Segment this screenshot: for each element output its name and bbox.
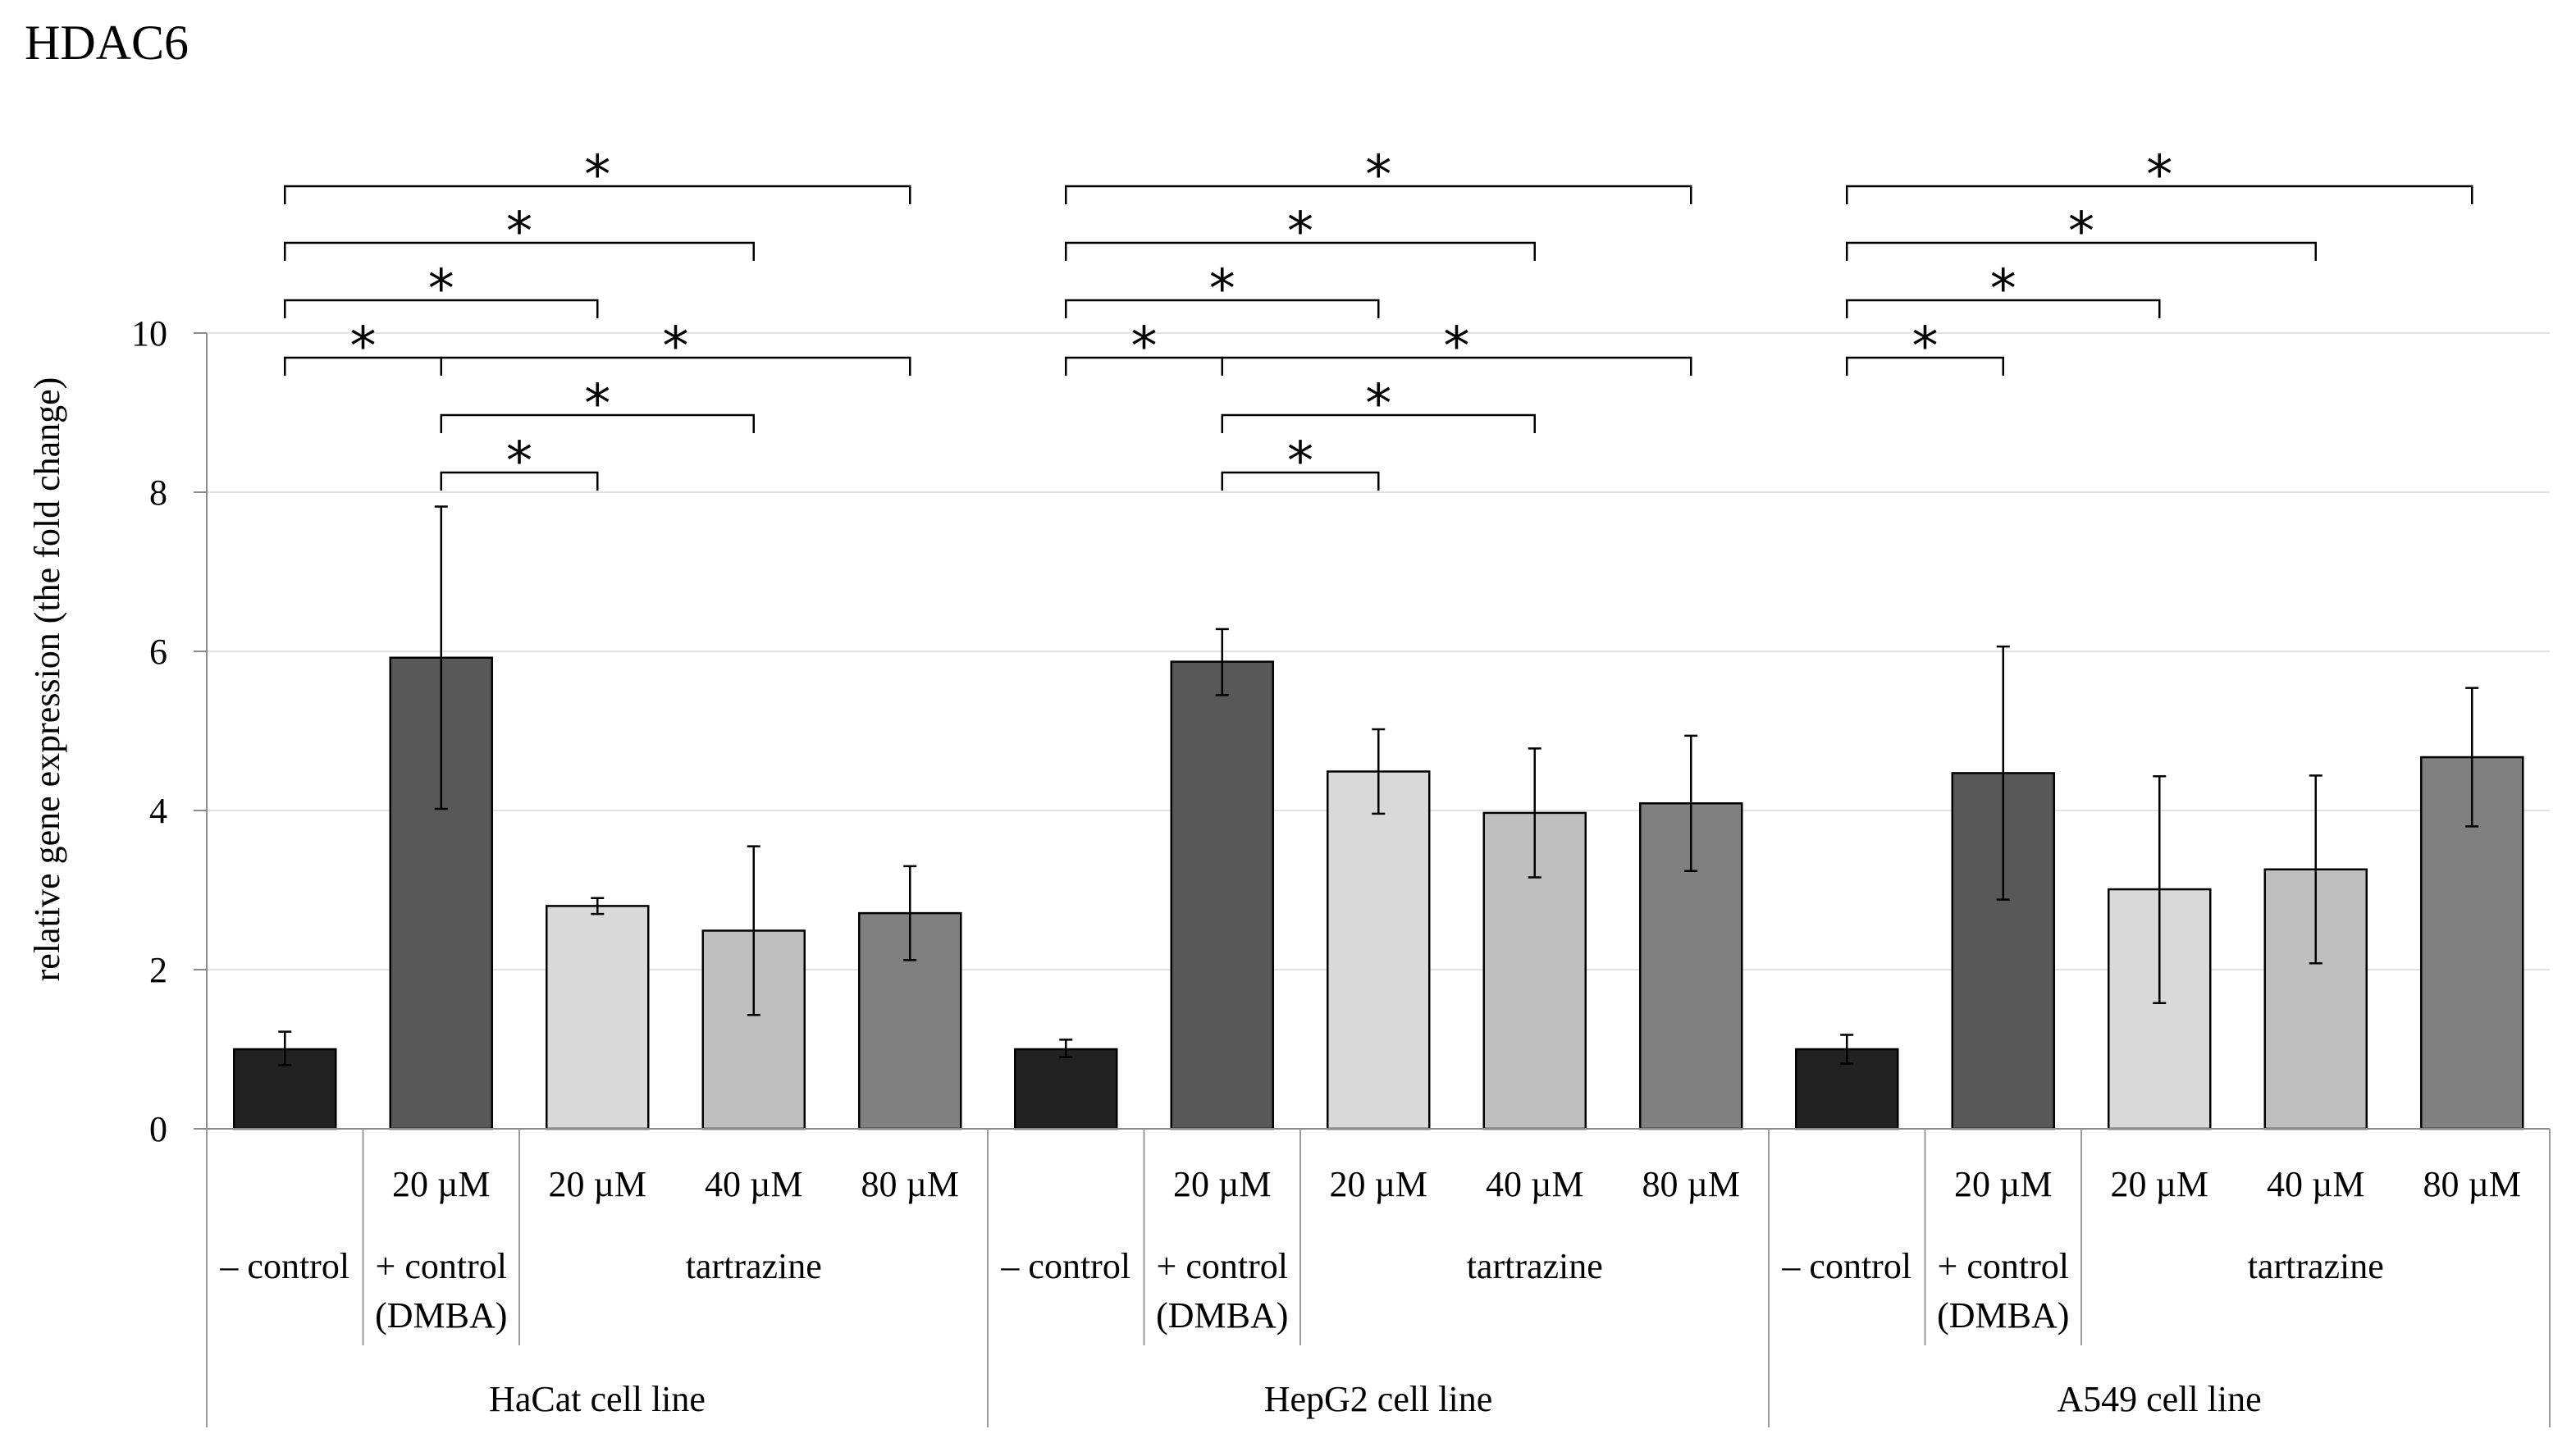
significance-star: *: [1444, 317, 1470, 377]
significance-star: *: [1209, 259, 1235, 320]
bar: [546, 905, 650, 1130]
significance-star: *: [506, 431, 532, 492]
significance-star: *: [1287, 431, 1313, 492]
y-tick-label: 10: [131, 313, 167, 354]
bar: [1327, 770, 1431, 1130]
chart-title: HDAC6: [25, 16, 189, 70]
bar: [1014, 1048, 1118, 1130]
dose-label: 20 µM: [1954, 1164, 2052, 1204]
pos-control-label: + control: [1938, 1246, 2069, 1286]
significance-bracket: [284, 185, 911, 204]
neg-control-label: – control: [1781, 1246, 1911, 1286]
significance-star: *: [663, 317, 689, 377]
significance-star: *: [1990, 259, 2016, 320]
y-tick-label: 4: [149, 791, 167, 831]
pos-control-sublabel: (DMBA): [1937, 1295, 2069, 1336]
significance-bracket: [284, 299, 599, 318]
dose-label: 80 µM: [861, 1164, 959, 1204]
significance-star: *: [428, 259, 454, 320]
y-axis: 0 2 4 6 8 10: [131, 313, 208, 1149]
bar: [1170, 660, 1274, 1130]
x-axis-categories: 20 µM 20 µM 40 µM 80 µM – control + control (D…: [206, 1128, 2551, 1427]
y-tick-label: 0: [149, 1109, 167, 1149]
dose-label: 40 µM: [2267, 1164, 2364, 1204]
significance-star: *: [1287, 202, 1313, 263]
y-tick-label: 8: [149, 473, 167, 513]
pos-control-label: + control: [376, 1246, 507, 1286]
significance-star: *: [1365, 145, 1391, 206]
dose-label: 40 µM: [1486, 1164, 1583, 1204]
dose-label: 80 µM: [1642, 1164, 1740, 1204]
significance-bracket: [1846, 241, 2317, 261]
pos-control-label: + control: [1157, 1246, 1288, 1286]
dose-label: 20 µM: [2111, 1164, 2208, 1204]
significance-star: *: [584, 374, 610, 435]
bars: [233, 505, 2524, 1130]
significance-bracket: [1065, 185, 1692, 204]
significance-star: *: [2146, 145, 2172, 206]
dose-label: 80 µM: [2423, 1164, 2521, 1204]
significance-star: *: [584, 145, 610, 206]
significance-bracket: [1221, 471, 1380, 491]
cell-line-label: HepG2 cell line: [1264, 1379, 1493, 1419]
tartrazine-label: tartrazine: [2248, 1246, 2384, 1286]
significance-star: *: [506, 202, 532, 263]
pos-control-sublabel: (DMBA): [1156, 1295, 1288, 1336]
tartrazine-label: tartrazine: [686, 1246, 822, 1286]
pos-control-sublabel: (DMBA): [375, 1295, 507, 1336]
significance-bracket: [1221, 356, 1692, 376]
dose-label: 40 µM: [705, 1164, 802, 1204]
dose-label: 20 µM: [1330, 1164, 1427, 1204]
significance-star: *: [350, 317, 377, 377]
neg-control-label: – control: [1000, 1246, 1130, 1286]
cell-line-label: A549 cell line: [2057, 1379, 2261, 1419]
y-axis-label: relative gene expression (the fold chang…: [27, 377, 67, 982]
dose-label: 20 µM: [1173, 1164, 1271, 1204]
significance-bracket: [440, 413, 755, 433]
significance-bracket: [1065, 299, 1380, 318]
significance-bracket: [1846, 185, 2473, 204]
significance-bracket: [1846, 299, 2161, 318]
significance-star: *: [1365, 374, 1391, 435]
significance-bracket: [284, 241, 755, 261]
significance-star: *: [2068, 202, 2094, 263]
dose-label: 20 µM: [392, 1164, 490, 1204]
significance-bracket: [1846, 356, 2004, 376]
significance-star: *: [1131, 317, 1158, 377]
y-tick-label: 6: [149, 632, 167, 672]
significance-bracket: [1065, 241, 1536, 261]
significance-bracket: [1221, 413, 1536, 433]
significance-bracket: [440, 356, 911, 376]
dose-label: 20 µM: [549, 1164, 646, 1204]
significance-brackets: * * * * * * * * * * * * * * * * * *: [284, 145, 2473, 492]
neg-control-label: – control: [219, 1246, 349, 1286]
y-tick-label: 2: [149, 950, 167, 990]
significance-star: *: [1912, 317, 1939, 377]
cell-line-label: HaCat cell line: [489, 1379, 706, 1419]
tartrazine-label: tartrazine: [1467, 1246, 1603, 1286]
significance-bracket: [440, 471, 599, 491]
